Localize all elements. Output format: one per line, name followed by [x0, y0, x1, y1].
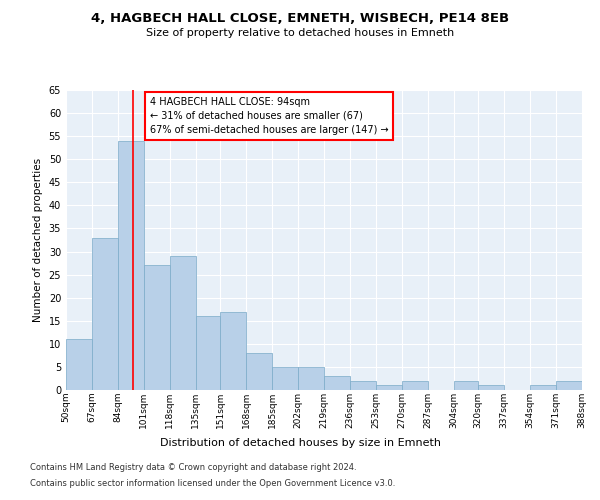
Bar [66, 339, 92, 390]
Bar [246, 353, 272, 390]
Bar [454, 381, 478, 390]
Bar [220, 312, 246, 390]
Bar [478, 386, 504, 390]
Bar [170, 256, 196, 390]
Bar [350, 381, 376, 390]
Text: Contains public sector information licensed under the Open Government Licence v3: Contains public sector information licen… [30, 478, 395, 488]
Text: Size of property relative to detached houses in Emneth: Size of property relative to detached ho… [146, 28, 454, 38]
Bar [118, 141, 144, 390]
Bar [324, 376, 350, 390]
Bar [530, 386, 556, 390]
Bar [376, 386, 402, 390]
Text: 4 HAGBECH HALL CLOSE: 94sqm
← 31% of detached houses are smaller (67)
67% of sem: 4 HAGBECH HALL CLOSE: 94sqm ← 31% of det… [150, 97, 389, 135]
Text: 4, HAGBECH HALL CLOSE, EMNETH, WISBECH, PE14 8EB: 4, HAGBECH HALL CLOSE, EMNETH, WISBECH, … [91, 12, 509, 26]
Bar [272, 367, 298, 390]
Bar [144, 266, 170, 390]
Text: Contains HM Land Registry data © Crown copyright and database right 2024.: Contains HM Land Registry data © Crown c… [30, 464, 356, 472]
Text: Distribution of detached houses by size in Emneth: Distribution of detached houses by size … [160, 438, 440, 448]
Bar [196, 316, 220, 390]
Bar [556, 381, 582, 390]
Bar [298, 367, 324, 390]
Bar [402, 381, 428, 390]
Bar [92, 238, 118, 390]
Y-axis label: Number of detached properties: Number of detached properties [33, 158, 43, 322]
